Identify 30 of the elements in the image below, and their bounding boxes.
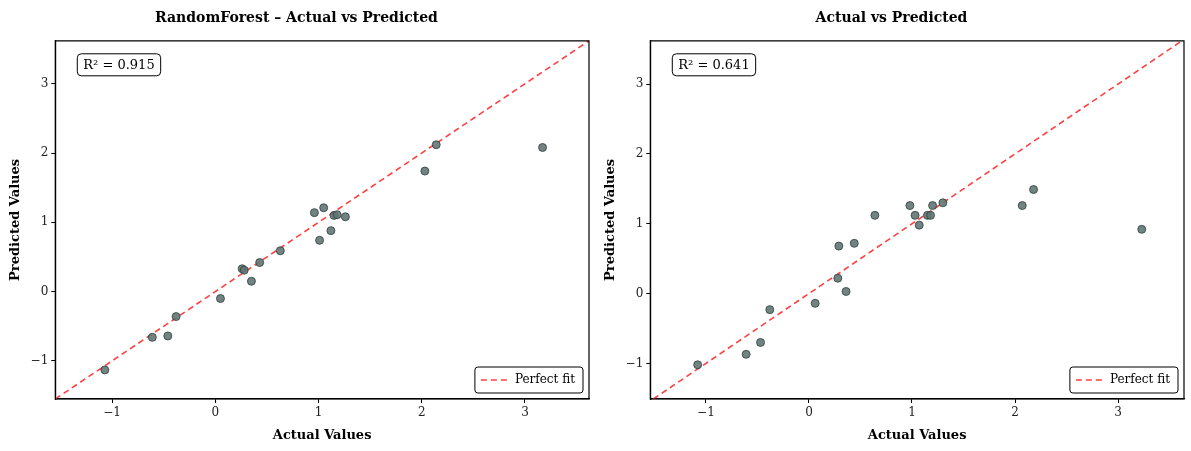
- y-tick-label: 1: [40, 214, 49, 229]
- x-tick-label: 2: [1011, 405, 1019, 420]
- chart-title: Actual vs Predicted: [814, 9, 968, 26]
- x-tick-label: 1: [314, 405, 323, 420]
- x-tick-label: −1: [697, 405, 715, 420]
- y-tick-label: −1: [30, 353, 49, 368]
- annotation: R² = 0.641: [678, 57, 750, 73]
- y-tick-label: 3: [40, 75, 49, 90]
- x-tick-label: 2: [417, 405, 426, 420]
- x-tick-label: 0: [805, 405, 813, 420]
- y-tick-label: −1: [625, 355, 644, 370]
- y-axis-title: Predicted Values: [7, 158, 23, 281]
- x-tick-label: 0: [211, 405, 220, 420]
- x-axis-title: Actual Values: [866, 426, 967, 442]
- y-tick-label: 0: [635, 285, 644, 300]
- y-tick-label: 2: [40, 145, 49, 160]
- y-axis-title: Predicted Values: [602, 158, 618, 281]
- y-tick-label: 3: [635, 76, 644, 91]
- x-tick-label: 3: [521, 405, 529, 420]
- x-tick-label: 1: [908, 405, 916, 420]
- annotation: R² = 0.915: [83, 57, 155, 73]
- y-tick-label: 1: [635, 215, 644, 230]
- legend-label: Perfect fit: [514, 372, 576, 387]
- x-axis-title: Actual Values: [271, 426, 372, 442]
- x-tick-label: −1: [103, 405, 121, 420]
- legend-label: Perfect fit: [1109, 372, 1171, 387]
- y-tick-label: 2: [635, 146, 644, 161]
- chart-title: RandomForest – Actual vs Predicted: [155, 9, 439, 26]
- y-tick-label: 0: [40, 283, 49, 298]
- x-tick-label: 3: [1114, 405, 1122, 420]
